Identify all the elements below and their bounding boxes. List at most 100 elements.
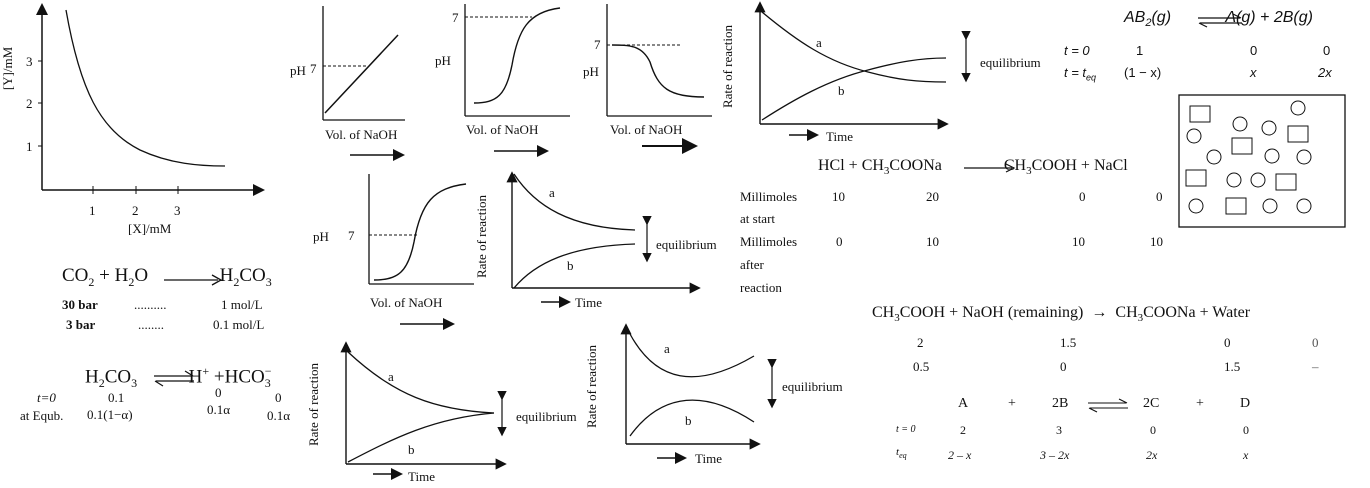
h2co3-row2-v1: 0.1(1−α) [87, 407, 133, 422]
h2co3-equilibrium-arrow [154, 370, 194, 387]
ph-graph1-xlabel: Vol. of NaOH [325, 127, 398, 142]
co2-row2-right: 0.1 mol/L [213, 317, 265, 332]
abcd-row2-v3: 2x [1146, 448, 1158, 462]
ph-graph-sigmoid-1 [464, 4, 570, 117]
hcl-row1-label: Millimoles [740, 189, 798, 204]
ab2-row1-label: t = 0 [1064, 43, 1090, 58]
naoh-row1-v2: 1.5 [1060, 335, 1077, 350]
ph-graph4-arrow [400, 318, 455, 330]
molecule-square [1275, 173, 1297, 191]
ph-graph-linear [322, 6, 405, 121]
ytick-3: 3 [26, 54, 33, 69]
ph-graph-sigmoid-down [606, 4, 712, 117]
h2co3-row2-v3: 0.1α [267, 408, 291, 423]
h2co3-row2-label: at Equb. [20, 408, 64, 423]
hcl-row2-v1: 0 [836, 234, 843, 249]
molecule-square [1189, 105, 1211, 123]
abcd-row2-v1: 2 – x [948, 448, 972, 462]
hcl-row2-v4: 10 [1150, 234, 1163, 249]
co2-reaction-arrow [164, 274, 223, 286]
rate3-label-a: a [388, 369, 394, 384]
hcl-row1-v4: 0 [1156, 189, 1163, 204]
naoh-row2-v1: 0.5 [913, 359, 930, 374]
rate3-label-b: b [408, 442, 415, 457]
xtick-1: 1 [89, 203, 96, 218]
co2-row1-dots: .......... [134, 297, 167, 312]
molecule-square [1231, 137, 1253, 155]
ytick-2: 2 [26, 96, 33, 111]
hcl-row2-label: Millimoles [740, 234, 798, 249]
abcd-C: 2C [1143, 396, 1160, 411]
rate4-equilibrium: equilibrium [782, 379, 843, 394]
hcl-row2-label2: after [740, 257, 764, 272]
hcl-reaction-arrow [964, 163, 1016, 173]
abcd-row2-v2: 3 – 2x [1040, 448, 1070, 462]
hcl-row1-v3: 0 [1079, 189, 1086, 204]
molecule-square [1185, 169, 1207, 187]
atom-circle [1296, 149, 1312, 165]
rate2-label-b: b [838, 83, 845, 98]
ph-graph3-arrow [642, 138, 698, 154]
rate1-equilibrium: equilibrium [656, 237, 717, 252]
rate4-curve-b [629, 399, 755, 437]
abcd-row1-v2: 3 [1056, 423, 1062, 437]
atom-circle [1206, 149, 1222, 165]
h2co3-row1-v3: 0 [275, 390, 282, 405]
naoh-row2-v2: 0 [1060, 359, 1067, 374]
rate1-label-b: b [567, 258, 574, 273]
rate1-label-a: a [549, 185, 555, 200]
ph-graph2-arrow [494, 145, 549, 157]
rate1-xlabel: Time [575, 295, 602, 310]
rate4-xlabel: Time [695, 451, 722, 466]
naoh-row1-v3: 0 [1224, 335, 1231, 350]
atom-circle [1261, 120, 1277, 136]
rate1-ylabel: Rate of reaction [474, 194, 490, 279]
ab2-row2-v3: 2x [1318, 65, 1332, 80]
h2co3-equation: H2CO3 H+ +HCO3− [85, 364, 272, 391]
curve-y-vs-x [65, 9, 226, 167]
atom-circle [1264, 148, 1280, 164]
rate-graph-4 [620, 323, 777, 450]
rate1-curve-b [513, 243, 636, 289]
abcd-D: D [1240, 396, 1251, 411]
abcd-plus2: + [1196, 396, 1204, 411]
rate2-curve-a [761, 11, 947, 83]
atom-circle [1262, 198, 1278, 214]
x-axis-label: [X]/mM [128, 221, 172, 236]
hcl-equation: HCl + CH3COONa CH3COOH + NaCl [818, 157, 1128, 178]
hcl-row2-v2: 10 [926, 234, 939, 249]
co2-row1-right: 1 mol/L [221, 297, 263, 312]
hcl-row2-v3: 10 [1072, 234, 1085, 249]
ab2-row2-v1: (1 − x) [1124, 65, 1162, 80]
rate1-curve-a [513, 173, 636, 231]
co2-row2-dots: ........ [138, 317, 164, 332]
ph-graph3-ylabel: pH [583, 64, 599, 79]
ab2-row1-v2: 0 [1250, 43, 1258, 58]
rate4-ylabel: Rate of reaction [584, 344, 600, 429]
rate-graph-3 [340, 341, 507, 470]
hcl-row1-v1: 10 [832, 189, 845, 204]
ph-graph1-arrow [350, 149, 405, 161]
atom-circle [1232, 116, 1248, 132]
xtick-2: 2 [132, 203, 139, 218]
atom-circle [1186, 128, 1202, 144]
abcd-row1-v4: 0 [1243, 423, 1249, 437]
naoh-row2-v4: – [1312, 359, 1319, 374]
abcd-row1-v3: 0 [1150, 423, 1156, 437]
ab2-row1-v3: 0 [1323, 43, 1331, 58]
molecule-square [1225, 197, 1247, 215]
ph-graph4-seven: 7 [348, 228, 355, 243]
ph-graph2-xlabel: Vol. of NaOH [466, 122, 539, 137]
ab2-equation: AB2(g) A(g) + 2B(g) [1124, 9, 1313, 30]
ab2-row1-v1: 1 [1136, 43, 1144, 58]
abcd-row1-label: t = 0 [896, 424, 916, 435]
h2co3-row1-v2: 0 [215, 385, 222, 400]
ph-graph2-ylabel: pH [435, 53, 451, 68]
h2co3-row2-v2: 0.1α [207, 402, 231, 417]
ph-graph2-seven: 7 [452, 10, 459, 25]
ytick-1: 1 [26, 139, 33, 154]
abcd-B: 2B [1052, 396, 1069, 411]
hcl-row1-v2: 20 [926, 189, 939, 204]
h2co3-row1-v1: 0.1 [108, 390, 125, 405]
ab2-row2-v2: x [1250, 65, 1257, 80]
